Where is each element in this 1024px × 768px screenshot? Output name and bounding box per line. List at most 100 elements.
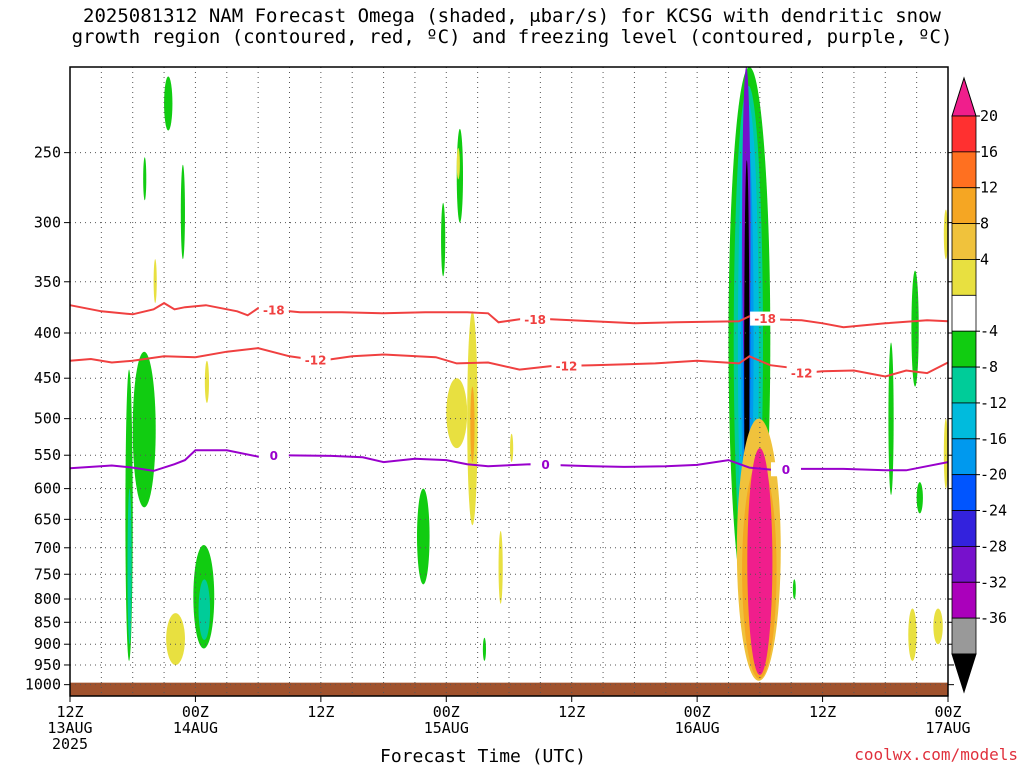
colorbar-label: -12 bbox=[980, 394, 1007, 412]
y-tick-label: 400 bbox=[34, 324, 61, 342]
colorbar-bin bbox=[951, 510, 977, 547]
omega-shading-layer bbox=[125, 67, 949, 681]
contour-label: -18 bbox=[263, 303, 285, 317]
omega-region-5 bbox=[153, 259, 157, 304]
x-axis-label: Forecast Time (UTC) bbox=[380, 746, 586, 767]
omega-region-32 bbox=[888, 342, 894, 495]
colorbar-label: -24 bbox=[980, 502, 1007, 520]
contour-label: -18 bbox=[524, 313, 546, 327]
contour-label-bg bbox=[551, 358, 582, 373]
colorbar-bin bbox=[951, 366, 977, 404]
colorbar-bin bbox=[951, 546, 977, 583]
colorbar-label: -32 bbox=[980, 573, 1007, 591]
colorbar-label: -36 bbox=[980, 609, 1007, 627]
y-tick-label: 750 bbox=[34, 565, 61, 583]
ground-band bbox=[70, 682, 948, 696]
omega-region-36 bbox=[908, 608, 917, 661]
colorbar-bin bbox=[951, 474, 977, 511]
omega-region-17 bbox=[510, 433, 514, 463]
colorbar-bin bbox=[951, 438, 977, 476]
contour-label: -12 bbox=[305, 354, 327, 368]
omega-region-16 bbox=[446, 378, 468, 449]
x-tick-label: 12Z bbox=[56, 703, 83, 721]
colorbar-label: 8 bbox=[980, 215, 989, 233]
x-tick-label: 00Z bbox=[934, 703, 961, 721]
y-tick-label: 900 bbox=[34, 635, 61, 653]
x-tick-label: 12Z bbox=[558, 703, 585, 721]
colorbar-bin bbox=[951, 402, 977, 440]
colorbar-bin bbox=[951, 187, 977, 225]
y-tick-label: 350 bbox=[34, 273, 61, 291]
colorbar-bin bbox=[951, 223, 977, 260]
omega-region-10 bbox=[166, 613, 185, 665]
credit-link[interactable]: coolwx.com/models bbox=[854, 745, 1018, 764]
contour-label: -18 bbox=[754, 312, 776, 326]
contour-line-0 bbox=[69, 449, 949, 472]
contour-label-bg bbox=[750, 311, 781, 326]
x-tick-label: 00Z bbox=[182, 703, 209, 721]
y-tick-label: 550 bbox=[34, 446, 61, 464]
omega-region-34 bbox=[943, 209, 949, 260]
omega-region-37 bbox=[933, 608, 943, 645]
colorbar-bin bbox=[951, 151, 977, 189]
contour-label-bg bbox=[786, 366, 817, 381]
y-tick-label: 650 bbox=[34, 510, 61, 528]
y-tick-label: 850 bbox=[34, 613, 61, 631]
omega-region-20 bbox=[482, 637, 487, 661]
x-tick-label: 12Z bbox=[307, 703, 334, 721]
y-tick-label: 950 bbox=[34, 656, 61, 674]
contour-line--18 bbox=[69, 301, 949, 329]
ground-layer bbox=[70, 682, 948, 696]
contour-label-bg bbox=[520, 312, 551, 327]
colorbar-bin bbox=[951, 259, 977, 296]
colorbar-bin bbox=[951, 294, 977, 332]
contour-label: 0 bbox=[270, 449, 278, 463]
x-tick-label: 12Z bbox=[809, 703, 836, 721]
omega-region-15 bbox=[470, 386, 475, 463]
omega-region-7 bbox=[204, 360, 210, 403]
colorbar-label: 20 bbox=[980, 107, 998, 125]
plot-frame bbox=[69, 66, 949, 697]
axes-layer: 250 300 350 400 450 500 550 600 650 700 750 800 850 9… bbox=[25, 66, 971, 753]
colorbar-bin bbox=[951, 115, 977, 153]
contour-label: 0 bbox=[541, 458, 549, 472]
omega-region-33 bbox=[911, 270, 919, 387]
colorbar-label: -16 bbox=[980, 430, 1007, 448]
y-tick-label: 600 bbox=[34, 480, 61, 498]
contour-label-bg bbox=[258, 448, 289, 463]
contour-label-bg bbox=[530, 457, 561, 472]
colorbar-bottom-triangle bbox=[951, 653, 977, 694]
x-tick-label: 13AUG bbox=[47, 719, 92, 737]
colorbar-label: -20 bbox=[980, 466, 1007, 484]
omega-region-30 bbox=[747, 448, 773, 675]
colorbar-label: -4 bbox=[980, 322, 998, 340]
colorbar-label: 4 bbox=[980, 250, 989, 268]
y-tick-label: 1000 bbox=[25, 676, 61, 694]
y-tick-label: 450 bbox=[34, 369, 61, 387]
omega-region-4 bbox=[143, 157, 147, 201]
omega-region-12 bbox=[456, 148, 460, 180]
x-tick-label: 14AUG bbox=[173, 719, 218, 737]
contour-label-bg bbox=[770, 462, 801, 477]
omega-region-38 bbox=[792, 579, 796, 600]
omega-region-2 bbox=[132, 351, 156, 508]
colorbar-bin bbox=[951, 617, 977, 655]
contour-line--12 bbox=[69, 347, 949, 378]
y-tick-label: 800 bbox=[34, 590, 61, 608]
y-tick-label: 700 bbox=[34, 539, 61, 557]
omega-region-31 bbox=[916, 482, 923, 514]
x-tick-label: 00Z bbox=[433, 703, 460, 721]
x-tick-label: 00Z bbox=[684, 703, 711, 721]
x-tick-label: 16AUG bbox=[675, 719, 720, 737]
omega-region-13 bbox=[441, 202, 446, 277]
y-tick-label: 500 bbox=[34, 410, 61, 428]
colorbar-label: 16 bbox=[980, 143, 998, 161]
contour-label-bg bbox=[258, 302, 289, 317]
x-tick-label: 2025 bbox=[52, 735, 88, 753]
contour-label: -12 bbox=[556, 359, 578, 373]
title-line-2: growth region (contoured, red, ºC) and f… bbox=[71, 26, 953, 48]
contour-layer: -18 -18 -18 -12 -12 -12 0 0 0 bbox=[69, 301, 949, 477]
colorbar-bin bbox=[951, 330, 977, 368]
omega-region-6 bbox=[180, 164, 185, 260]
